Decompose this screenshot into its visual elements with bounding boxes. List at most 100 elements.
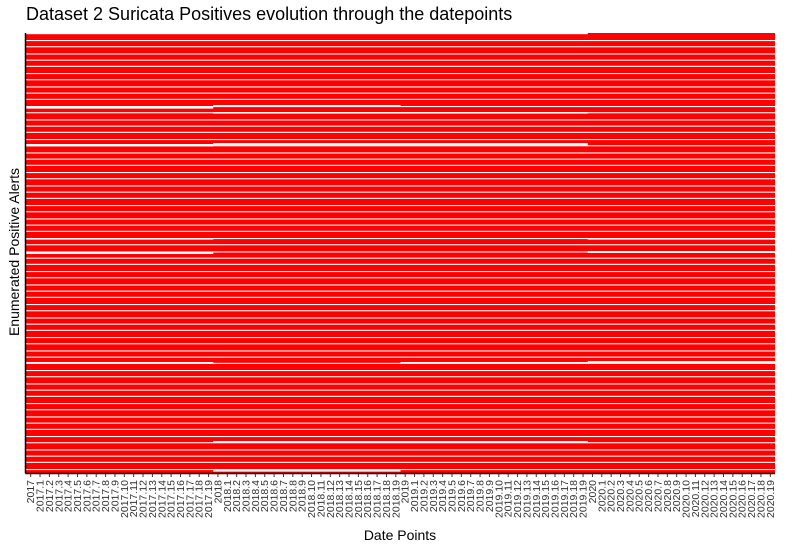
y-axis-title: Enumerated Positive Alerts xyxy=(6,168,22,336)
row-separator xyxy=(26,40,775,42)
row-separator xyxy=(26,469,775,471)
x-tick-label: 2017.1 xyxy=(35,480,47,512)
row-separator xyxy=(26,197,775,199)
missing-segment xyxy=(26,144,214,147)
x-tick-label: 2020.14 xyxy=(718,480,730,518)
x-tick-label: 2017.12 xyxy=(138,480,150,518)
x-tick-label: 2018.7 xyxy=(278,480,290,512)
x-tick-label: 2018.5 xyxy=(259,480,271,512)
row-separator xyxy=(26,152,775,154)
row-separator xyxy=(26,205,775,207)
row-separator xyxy=(26,59,775,61)
x-axis-ticks: 20172017.12017.22017.32017.42017.52017.6… xyxy=(25,473,777,518)
x-tick-label: 2018.3 xyxy=(241,480,253,512)
x-tick-label: 2017.9 xyxy=(109,480,121,512)
x-tick-label: 2020 xyxy=(587,480,599,504)
row-separator xyxy=(26,284,775,286)
x-tick-label: 2018.14 xyxy=(344,480,356,518)
x-tick-label: 2017.19 xyxy=(203,480,215,518)
row-separator xyxy=(26,251,775,253)
row-separator xyxy=(26,164,775,166)
x-tick-label: 2017.3 xyxy=(53,480,65,512)
x-tick-label: 2018.16 xyxy=(362,480,374,518)
x-tick-label: 2019.1 xyxy=(409,480,421,512)
missing-segment xyxy=(213,105,401,107)
row-separator xyxy=(26,230,775,232)
x-tick-label: 2019.10 xyxy=(493,480,505,518)
x-tick-label: 2017.18 xyxy=(194,480,206,518)
x-tick-label: 2019.3 xyxy=(428,480,440,512)
x-tick-label: 2019.17 xyxy=(559,480,571,518)
row-separator xyxy=(26,436,775,438)
x-tick-label: 2018.15 xyxy=(353,480,365,518)
x-tick-label: 2020.15 xyxy=(727,480,739,518)
x-tick-label: 2018.9 xyxy=(297,480,309,512)
row-separator xyxy=(26,343,775,345)
x-tick-label: 2017.10 xyxy=(119,480,131,518)
x-tick-label: 2017.8 xyxy=(100,480,112,512)
row-separator xyxy=(26,416,775,418)
row-separator xyxy=(26,244,775,246)
row-separator xyxy=(26,317,775,319)
row-separator xyxy=(26,455,775,457)
x-tick-label: 2018 xyxy=(212,480,224,504)
row-separator xyxy=(26,403,775,405)
row-separator xyxy=(26,296,775,298)
x-tick-label: 2018.12 xyxy=(325,480,337,518)
row-separator xyxy=(26,383,775,385)
x-tick-label: 2018.1 xyxy=(222,480,234,512)
chart-title: Dataset 2 Suricata Positives evolution t… xyxy=(26,4,513,24)
x-tick-label: 2019.15 xyxy=(540,480,552,518)
row-separator xyxy=(26,53,775,55)
x-tick-label: 2018.2 xyxy=(231,480,243,512)
row-separator xyxy=(26,86,775,88)
row-separator xyxy=(26,92,775,94)
row-separator xyxy=(26,310,775,312)
row-separator xyxy=(26,119,775,121)
x-tick-label: 2017.7 xyxy=(91,480,103,512)
row-separator xyxy=(26,370,775,372)
x-tick-label: 2017.15 xyxy=(166,480,178,518)
x-tick-label: 2020.4 xyxy=(624,480,636,512)
x-tick-label: 2020.1 xyxy=(596,480,608,512)
row-separator xyxy=(26,277,775,279)
x-tick-label: 2018.19 xyxy=(390,480,402,518)
x-tick-label: 2019.7 xyxy=(465,480,477,512)
row-separator xyxy=(26,224,775,226)
x-tick-label: 2019.11 xyxy=(503,480,515,517)
row-separator xyxy=(26,98,775,100)
row-separator xyxy=(26,449,775,451)
row-separator xyxy=(26,356,775,358)
missing-segment xyxy=(26,252,214,254)
row-separator xyxy=(26,178,775,180)
row-separator xyxy=(26,422,775,424)
x-tick-label: 2019.2 xyxy=(418,480,430,512)
row-separator xyxy=(26,46,775,48)
x-tick-label: 2018.8 xyxy=(287,480,299,512)
row-separator xyxy=(26,304,775,306)
row-separator xyxy=(26,73,775,75)
x-tick-label: 2020.17 xyxy=(746,480,758,518)
missing-segment xyxy=(26,362,214,364)
x-tick-label: 2018.6 xyxy=(269,480,281,512)
x-tick-label: 2019.4 xyxy=(437,480,449,512)
x-tick-label: 2019.14 xyxy=(531,480,543,518)
x-tick-label: 2019.13 xyxy=(521,480,533,518)
row-separator xyxy=(26,376,775,378)
row-separator xyxy=(26,211,775,213)
x-tick-label: 2020.9 xyxy=(671,480,683,512)
heatmap-bands xyxy=(26,33,775,472)
missing-segment xyxy=(587,238,775,240)
row-separator xyxy=(26,428,775,430)
x-tick-label: 2019.8 xyxy=(475,480,487,512)
x-tick-label: 2019 xyxy=(400,480,412,504)
x-tick-label: 2018.4 xyxy=(250,480,262,512)
row-separator xyxy=(26,238,775,240)
x-tick-label: 2018.18 xyxy=(381,480,393,518)
row-separator xyxy=(26,145,775,147)
x-tick-label: 2020.13 xyxy=(709,480,721,518)
row-separator xyxy=(26,389,775,391)
row-separator xyxy=(26,461,775,463)
row-separator xyxy=(26,158,775,160)
row-separator xyxy=(26,263,775,265)
